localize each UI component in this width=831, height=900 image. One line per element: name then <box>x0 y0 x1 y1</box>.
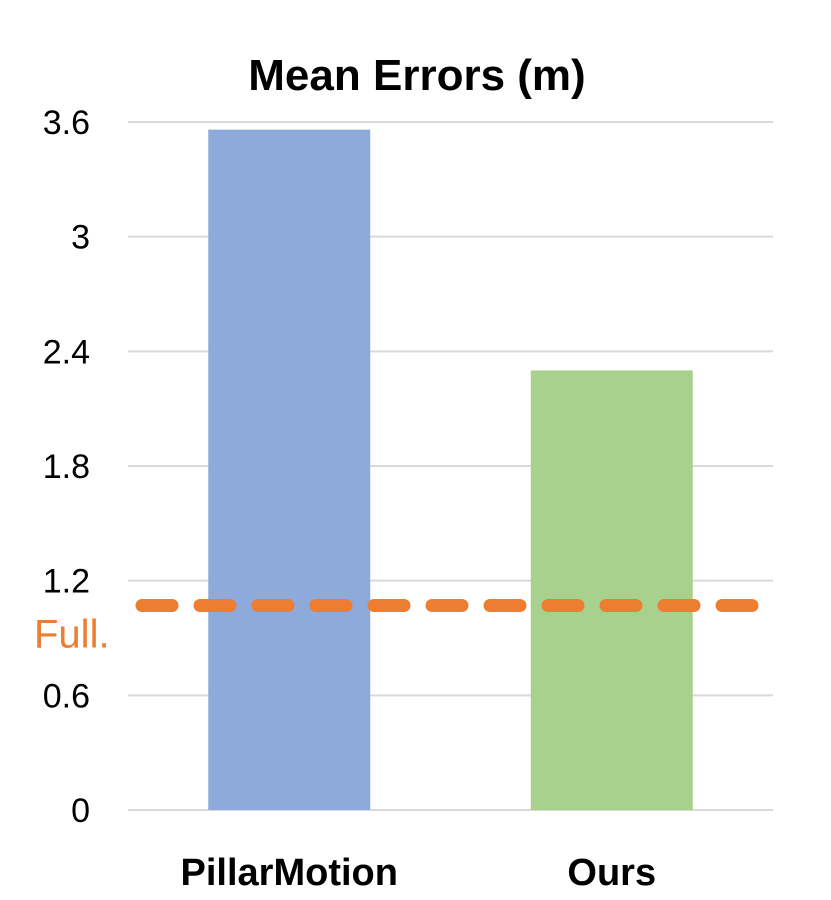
y-axis-tick-labels: 0 0.6 1.2 1.8 2.4 3 3.6 <box>43 104 90 830</box>
x-axis-category-labels: PillarMotion Ours <box>181 852 657 894</box>
reference-line-group: Full. <box>34 599 769 657</box>
y-tick-label: 3.6 <box>43 104 90 142</box>
y-tick-label: 1.2 <box>43 563 90 601</box>
chart-title: Mean Errors (m) <box>248 51 585 100</box>
x-category-label: PillarMotion <box>181 852 398 894</box>
y-tick-label: 1.8 <box>43 448 90 486</box>
y-tick-label: 0 <box>71 792 90 830</box>
y-tick-label: 3 <box>71 219 90 257</box>
bar-ours <box>530 370 693 810</box>
bar-pillarmotion <box>208 129 371 811</box>
y-tick-label: 2.4 <box>43 333 90 371</box>
bars <box>208 129 693 811</box>
y-tick-label: 0.6 <box>43 677 90 715</box>
reference-line-label: Full. <box>34 613 110 657</box>
x-category-label: Ours <box>567 852 656 894</box>
